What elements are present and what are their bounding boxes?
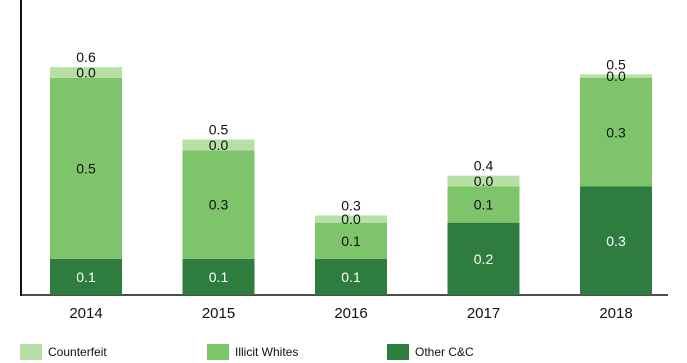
data-label-illicit-whites-2018: 0.3 <box>606 124 626 140</box>
bar-counterfeit-2017 <box>447 175 520 187</box>
total-label-2014: 0.6 <box>76 49 96 65</box>
bar-illicit-whites-2015 <box>182 150 255 259</box>
bar-other-c-c-2016 <box>315 258 387 295</box>
data-label-illicit-whites-2017: 0.1 <box>474 197 494 213</box>
legend-swatch-other-cc <box>387 344 409 360</box>
legend-label-illicit-whites: Illicit Whites <box>235 345 299 359</box>
bar-other-c-c-2015 <box>182 258 255 295</box>
data-label-illicit-whites-2014: 0.5 <box>76 160 96 176</box>
bar-other-c-c-2017 <box>447 222 520 295</box>
legend-swatch-illicit-whites <box>207 344 229 360</box>
x-tick-label-2017: 2017 <box>467 305 500 322</box>
bar-illicit-whites-2016 <box>315 222 387 259</box>
bars-layer <box>50 67 652 295</box>
bar-counterfeit-2016 <box>315 215 387 223</box>
data-label-illicit-whites-2016: 0.1 <box>341 233 361 249</box>
data-label-counterfeit-2014: 0.0 <box>76 65 96 81</box>
x-tick-label-2015: 2015 <box>202 305 235 322</box>
bar-illicit-whites-2017 <box>447 186 520 223</box>
x-tick-label-2016: 2016 <box>334 305 367 322</box>
x-tick-label-2018: 2018 <box>599 305 632 322</box>
bar-other-c-c-2014 <box>50 258 122 295</box>
legend: Counterfeit Illicit Whites Other C&C <box>20 344 680 362</box>
data-label-illicit-whites-2015: 0.3 <box>209 197 229 213</box>
data-label-counterfeit-2016: 0.0 <box>341 211 361 227</box>
labels-layer: 0.10.50.00.60.10.30.00.50.10.10.00.30.20… <box>76 49 626 285</box>
total-label-2018: 0.5 <box>606 56 626 72</box>
x-tick-labels: 2014 2015 2016 2017 2018 <box>69 305 632 322</box>
data-label-counterfeit-2017: 0.0 <box>474 173 494 189</box>
legend-item-other-cc: Other C&C <box>387 344 474 360</box>
bar-other-c-c-2018 <box>580 186 652 295</box>
data-label-counterfeit-2015: 0.0 <box>209 137 229 153</box>
legend-label-other-cc: Other C&C <box>415 345 474 359</box>
bar-illicit-whites-2018 <box>580 78 652 187</box>
total-label-2016: 0.3 <box>341 197 361 213</box>
bar-counterfeit-2018 <box>580 74 652 78</box>
bar-illicit-whites-2014 <box>50 78 122 259</box>
legend-label-counterfeit: Counterfeit <box>48 345 107 359</box>
data-label-other-c-c-2017: 0.2 <box>474 251 494 267</box>
bar-counterfeit-2015 <box>182 139 255 151</box>
x-tick-label-2014: 2014 <box>69 305 102 322</box>
data-label-other-c-c-2016: 0.1 <box>341 269 361 285</box>
legend-swatch-counterfeit <box>20 344 42 360</box>
total-label-2015: 0.5 <box>209 121 229 137</box>
legend-item-illicit-whites: Illicit Whites <box>207 344 298 360</box>
data-label-other-c-c-2014: 0.1 <box>76 269 96 285</box>
data-label-other-c-c-2015: 0.1 <box>209 269 229 285</box>
legend-item-counterfeit: Counterfeit <box>20 344 107 360</box>
data-label-counterfeit-2018: 0.0 <box>606 68 626 84</box>
data-label-other-c-c-2018: 0.3 <box>606 233 626 249</box>
bar-counterfeit-2014 <box>50 67 122 78</box>
total-label-2017: 0.4 <box>474 158 494 174</box>
